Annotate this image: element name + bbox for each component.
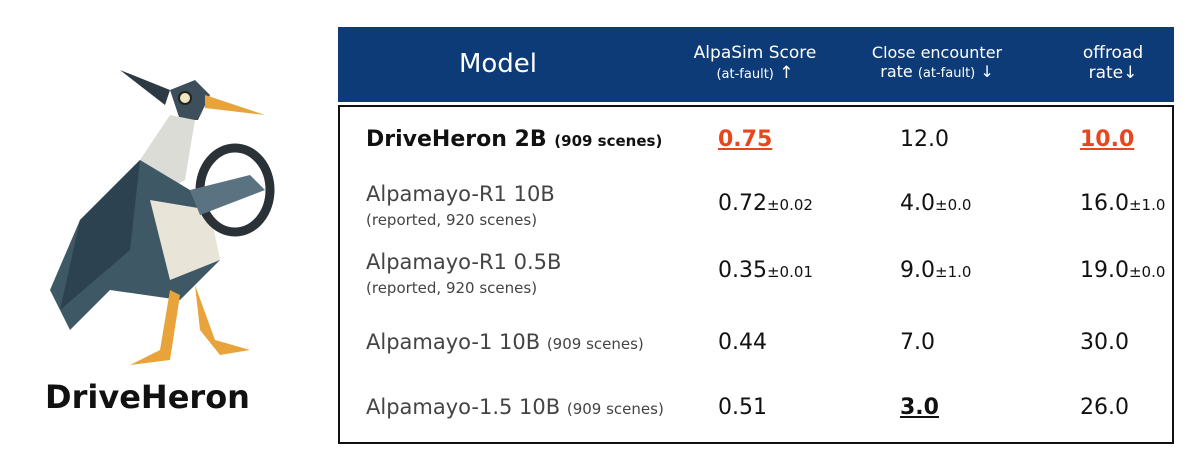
- cell-value: 0.44: [718, 330, 767, 355]
- model-name: Alpamayo-R1 0.5B (reported, 920 scenes): [366, 250, 561, 298]
- cell-value: 0.72: [718, 191, 767, 216]
- cell-value: 4.0: [900, 191, 935, 216]
- model-name: Alpamayo-1 10B (909 scenes): [366, 330, 644, 354]
- model-note: (909 scenes): [566, 400, 664, 418]
- header-close: Close encounter rate (at-fault) ↓: [837, 43, 1037, 82]
- table-header: Model AlpaSim Score (at-fault) ↑ Close en…: [338, 27, 1174, 102]
- model: DriveHeron 2B: [366, 127, 547, 152]
- model: Alpamayo-1 10B: [366, 330, 541, 354]
- cell: 16.0±1.0: [1080, 191, 1165, 216]
- header-alpasim: AlpaSim Score (at-fault) ↑: [655, 43, 855, 84]
- header-offroad: offroad rate↓: [1053, 43, 1173, 84]
- header-line2: rate: [880, 62, 913, 82]
- header-line2: rate: [1088, 63, 1124, 84]
- cell: 7.0: [900, 330, 935, 355]
- header-sub: (at-fault): [917, 66, 976, 82]
- cell-error: ±0.02: [766, 196, 813, 214]
- header-title: Close encounter: [871, 43, 1003, 62]
- model-note: (reported, 920 scenes): [366, 211, 538, 229]
- model-note: (909 scenes): [554, 132, 663, 150]
- model-name: Alpamayo-1.5 10B (909 scenes): [366, 395, 664, 419]
- model: Alpamayo-1.5 10B: [366, 395, 561, 419]
- cell-error: ±0.0: [935, 196, 972, 214]
- cell-value: 0.51: [718, 395, 767, 420]
- logo-label: DriveHeron: [45, 378, 250, 416]
- header-title: AlpaSim Score: [693, 43, 817, 63]
- cell: 30.0: [1080, 330, 1129, 355]
- model-note: (909 scenes): [546, 335, 644, 353]
- cell-value: 10.0: [1080, 127, 1135, 152]
- header-arrow: ↓: [980, 62, 994, 82]
- cell-value: 26.0: [1080, 395, 1129, 420]
- cell-error: ±1.0: [1128, 196, 1166, 214]
- cell: 4.0±0.0: [900, 191, 971, 216]
- cell-error: ±0.0: [1128, 263, 1166, 281]
- cell-value: 0.75: [718, 127, 773, 152]
- cell: 19.0±0.0: [1080, 258, 1165, 283]
- cell-error: ±1.0: [935, 263, 972, 281]
- cell: 0.44: [718, 330, 767, 355]
- cell-error: ±0.01: [766, 263, 813, 281]
- cell: 3.0: [900, 395, 939, 420]
- model-note: (reported, 920 scenes): [366, 279, 538, 297]
- table-body: [338, 105, 1174, 444]
- cell-value: 7.0: [900, 330, 935, 355]
- cell-value: 19.0: [1080, 258, 1129, 283]
- cell: 0.51: [718, 395, 767, 420]
- cell-value: 9.0: [900, 258, 935, 283]
- cell-value: 3.0: [900, 395, 939, 420]
- header-sub: (at-fault): [716, 67, 774, 83]
- cell: 0.35±0.01: [718, 258, 813, 283]
- model-name: DriveHeron 2B (909 scenes): [366, 127, 662, 152]
- model: Alpamayo-R1 10B: [366, 182, 555, 206]
- header-arrow: ↑: [779, 63, 794, 84]
- header-arrow: ↓: [1123, 63, 1138, 84]
- model: Alpamayo-R1 0.5B: [366, 250, 562, 274]
- model-name: Alpamayo-R1 10B (reported, 920 scenes): [366, 182, 555, 230]
- cell: 12.0: [900, 127, 949, 152]
- cell-value: 16.0: [1080, 191, 1129, 216]
- cell: 0.75: [718, 127, 772, 152]
- cell: 9.0±1.0: [900, 258, 971, 283]
- cell-value: 30.0: [1080, 330, 1129, 355]
- cell-value: 0.35: [718, 258, 767, 283]
- header-title: offroad: [1082, 43, 1144, 63]
- cell: 0.72±0.02: [718, 191, 813, 216]
- header-model: Model: [458, 49, 538, 79]
- heron-illustration: [50, 70, 275, 365]
- cell: 10.0: [1080, 127, 1134, 152]
- cell: 26.0: [1080, 395, 1129, 420]
- cell-value: 12.0: [900, 127, 949, 152]
